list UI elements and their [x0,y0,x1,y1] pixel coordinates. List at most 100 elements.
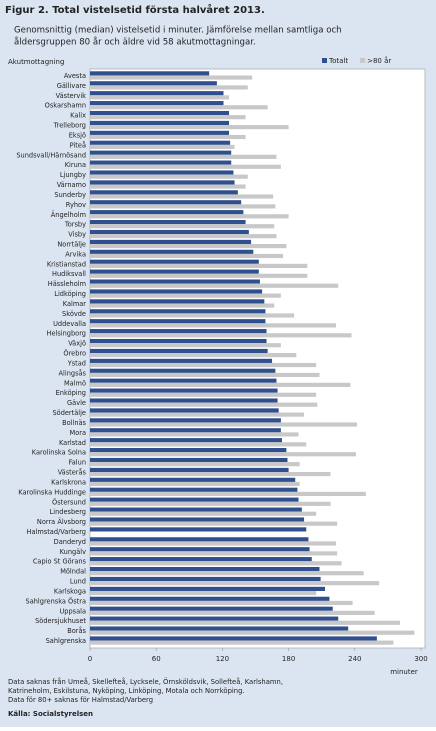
bar [90,71,210,76]
subtitle: åldersgruppen 80 år och äldre vid 58 aku… [14,37,256,48]
bar [90,517,305,522]
y-tick-label: Ängelholm [51,210,86,219]
y-tick-label: Karlskrona [51,478,86,486]
y-tick-label: Karlstad [59,439,86,447]
y-tick-label: Gävle [67,399,86,407]
bar [90,491,366,496]
y-tick-label: Capio St Görans [33,558,87,566]
bar [90,204,276,209]
y-tick-label: Norra Älvsborg [37,517,86,526]
bar [90,120,230,126]
x-tick-label: 60 [152,655,161,663]
bar [90,501,331,506]
bar [90,269,259,274]
y-tick-label: Ryhov [66,201,86,209]
bar [90,190,238,195]
bar [90,372,320,378]
y-tick-label: Enköping [56,389,86,397]
y-tick-label: Alingsås [59,368,87,377]
bar [90,164,281,169]
y-tick-label: Kungälv [60,548,86,556]
y-tick-label: Östersund [52,497,86,506]
y-tick-label: Visby [68,231,86,239]
bar [90,170,234,175]
bar [90,253,284,259]
y-tick-label: Sahlgrenska [46,637,86,645]
x-tick-label: 180 [282,655,295,663]
bar [90,547,310,552]
bar [90,259,259,264]
bar [90,303,275,308]
y-tick-label: Värnamo [57,181,86,189]
legend-swatch [360,58,366,63]
y-tick-label: Uppsala [59,607,86,615]
y-tick-label: Västervik [56,92,87,100]
y-tick-label: Gällivare [57,82,86,90]
y-tick-label: Helsingborg [47,330,86,338]
bar [90,557,312,562]
y-tick-label: Hässleholm [48,280,86,288]
bar [90,289,263,294]
bar [90,362,317,368]
y-tick-label: Södersjukhuset [35,617,86,625]
bar [90,263,308,268]
bar [90,472,331,477]
y-tick-label: Borås [67,626,86,635]
bar [90,333,352,338]
y-axis-label: Akutmottagning [8,58,64,66]
subtitle: Genomsnittig (median) vistelsetid i minu… [14,26,342,36]
bar [90,358,273,363]
bar [90,636,377,641]
bar [90,210,244,215]
y-tick-label: Malmö [64,379,86,387]
bar [90,428,281,433]
bar [90,467,289,473]
y-tick-label: Uddevalla [53,320,86,328]
y-tick-label: Lindesberg [50,508,86,516]
bar [90,229,249,235]
bar [90,497,299,502]
bar [90,462,300,467]
legend-swatch [322,58,327,63]
bar [90,448,287,453]
bar [90,283,339,288]
bar [90,160,232,165]
bar [90,224,275,229]
bar [90,527,307,532]
bar [90,438,282,443]
y-tick-label: Sahlgrenska Östra [26,596,86,605]
chart-title: Figur 2. Total vistelsetid första halvår… [5,3,265,16]
bar [90,620,401,625]
bar [90,338,267,344]
bar [90,125,289,130]
bar [90,616,339,621]
bar [90,541,337,546]
bar [90,184,246,189]
bar [90,457,288,463]
bar [90,214,289,219]
bar [90,418,281,423]
bar [90,626,349,631]
bar [90,273,308,278]
y-tick-label: Karolinska Huddinge [18,488,86,496]
x-axis-label: minuter [390,668,418,676]
bar [90,521,338,526]
y-tick-label: Avesta [64,72,86,80]
bar [90,180,235,185]
y-tick-label: Halmstad/Varberg [27,528,87,536]
bar [90,442,307,447]
bar [90,105,268,110]
bar [90,590,317,596]
bar [90,353,297,358]
bar [90,422,358,427]
bar [90,299,265,304]
bar [90,115,246,120]
bar [90,487,298,492]
bar [90,392,317,397]
bar [90,95,230,100]
bar [90,110,230,116]
bar [90,101,224,106]
y-tick-label: Ystad [67,359,86,367]
bar [90,511,317,516]
legend-label: Totalt [328,57,348,65]
